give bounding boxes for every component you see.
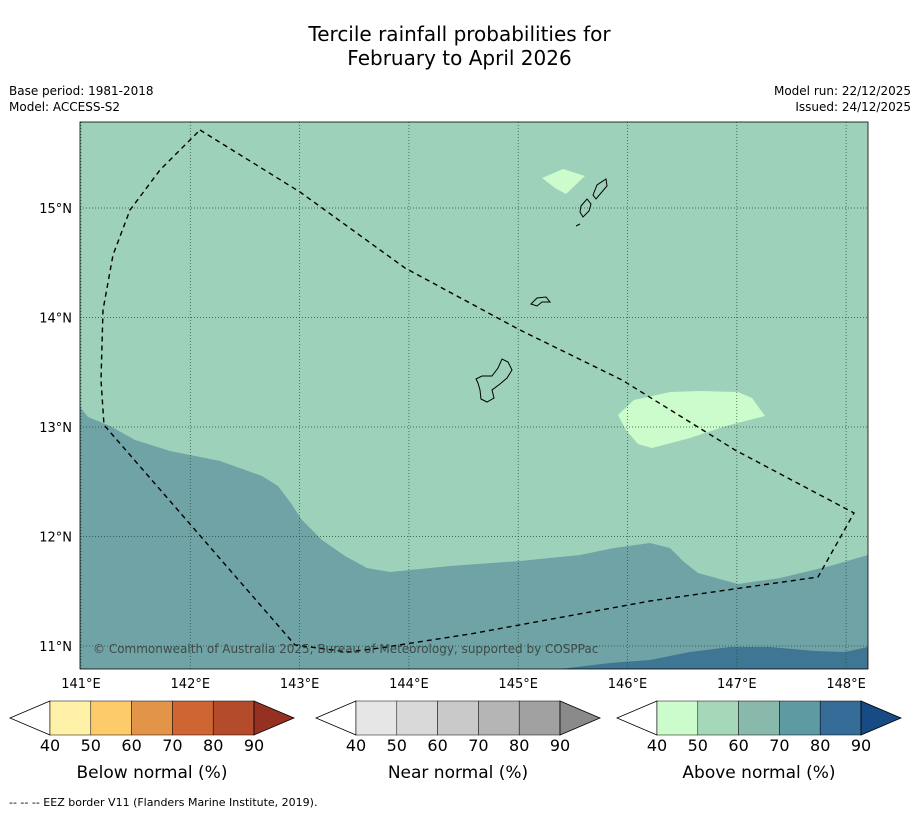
- colorbar-swatch: [172, 700, 214, 736]
- colorbar-swatch: [131, 700, 173, 736]
- colorbar-high-arrow: [559, 700, 602, 736]
- colorbar-swatch: [738, 700, 780, 736]
- eez-border: [100, 129, 855, 653]
- graticule: [80, 122, 868, 669]
- lon-tick-label: 147°E: [717, 677, 757, 692]
- colorbar-tick-label: 90: [244, 736, 264, 755]
- lat-tick-label: 14°N: [39, 312, 72, 327]
- above-normal-60-region: [80, 407, 868, 669]
- colorbar-tick-label: 40: [647, 736, 667, 755]
- model-run: Model run: 22/12/2025: [773, 84, 911, 98]
- lat-tick-label: 12°N: [39, 531, 72, 546]
- colorbar-tick-label: 80: [509, 736, 529, 755]
- island-guam: [475, 358, 513, 403]
- above-normal-70-region: [560, 647, 868, 669]
- above-normal-40-region-east: [618, 391, 765, 448]
- above-normal-40-region-north: [542, 169, 585, 194]
- colorbar-tick-label: 70: [468, 736, 488, 755]
- colorbar-low-arrow: [314, 700, 357, 736]
- eez-footnote: -- -- -- EEZ border V11 (Flanders Marine…: [9, 796, 318, 809]
- colorbar-1: 40 50 60 70 80 90 Below normal (%): [8, 700, 296, 783]
- colorbar-tick-label: 70: [162, 736, 182, 755]
- colorbar-tick-label: 50: [387, 736, 407, 755]
- colorbar-swatch: [697, 700, 739, 736]
- model-info: Base period: 1981-2018 Model: ACCESS-S2: [9, 83, 154, 115]
- colorbar-title: Near normal (%): [388, 763, 528, 783]
- colorbar-high-arrow: [253, 700, 296, 736]
- colorbar-tick-label: 80: [810, 736, 830, 755]
- lat-tick-label: 11°N: [39, 640, 72, 655]
- island-tinian: [579, 198, 592, 218]
- colorbar-swatch: [49, 700, 92, 736]
- colorbar-swatch: [656, 700, 699, 736]
- base-period: Base period: 1981-2018: [9, 84, 154, 98]
- colorbar-title: Above normal (%): [682, 763, 835, 783]
- run-info: Model run: 22/12/2025 Issued: 24/12/2025: [774, 83, 911, 115]
- colorbar-tick-label: 50: [81, 736, 101, 755]
- colorbar-tick-label: 40: [40, 736, 60, 755]
- colorbar-swatch: [355, 700, 398, 736]
- colorbar-tick-label: 60: [427, 736, 447, 755]
- model-name: Model: ACCESS-S2: [9, 100, 121, 114]
- lon-tick-label: 145°E: [498, 677, 538, 692]
- island-saipan: [592, 178, 608, 200]
- colorbar-swatch: [90, 700, 132, 736]
- colorbar-tick-label: 80: [203, 736, 223, 755]
- lon-tick-label: 146°E: [608, 677, 648, 692]
- colorbar-legends: 40 50 60 70 80 90 Below normal (%) 40 50 60 70 80 90…: [8, 700, 903, 783]
- map-frame: [79, 121, 869, 670]
- title-line-1: Tercile rainfall probabilities for: [308, 22, 611, 46]
- colorbar-title: Below normal (%): [77, 763, 228, 783]
- colorbar-3: 40 50 60 70 80 90 Above normal (%): [615, 700, 903, 783]
- colorbar-low-arrow: [615, 700, 658, 736]
- lat-tick-label: 13°N: [39, 421, 72, 436]
- lon-tick-label: 144°E: [389, 677, 429, 692]
- issued-date: Issued: 24/12/2025: [795, 100, 911, 114]
- islands: [475, 178, 608, 403]
- map-title: Tercile rainfall probabilities for Febru…: [0, 22, 919, 70]
- colorbar-swatch: [819, 700, 862, 736]
- colorbar-swatch: [437, 700, 479, 736]
- island-rota: [530, 296, 552, 307]
- colorbar-tick-label: 90: [851, 736, 871, 755]
- lon-tick-label: 143°E: [280, 677, 320, 692]
- colorbar-tick-label: 40: [346, 736, 366, 755]
- colorbar-tick-label: 70: [769, 736, 789, 755]
- copyright-note: © Commonwealth of Australia 2025, Bureau…: [93, 642, 598, 656]
- colorbar-swatch: [478, 700, 520, 736]
- colorbar-high-arrow: [860, 700, 903, 736]
- colorbar-low-arrow: [8, 700, 51, 736]
- lon-tick-label: 141°E: [61, 677, 101, 692]
- colorbar-tick-label: 50: [688, 736, 708, 755]
- lon-tick-label: 142°E: [171, 677, 211, 692]
- colorbar-2: 40 50 60 70 80 90 Near normal (%): [314, 700, 602, 783]
- colorbar-swatch: [396, 700, 438, 736]
- colorbar-tick-label: 60: [121, 736, 141, 755]
- lat-tick-label: 15°N: [39, 202, 72, 217]
- colorbar-tick-label: 90: [550, 736, 570, 755]
- axis-labels: 141°E 142°E 143°E 144°E 145°E 146°E 147°E 148°E…: [39, 202, 866, 692]
- rainfall-map: © Commonwealth of Australia 2025, Bureau…: [8, 121, 903, 783]
- lon-tick-label: 148°E: [826, 677, 866, 692]
- colorbar-tick-label: 60: [728, 736, 748, 755]
- colorbar-swatch: [212, 700, 255, 736]
- colorbar-swatch: [518, 700, 561, 736]
- title-line-2: February to April 2026: [347, 46, 572, 70]
- island-aguijan: [575, 223, 581, 227]
- colorbar-swatch: [779, 700, 821, 736]
- map-plot-area: [80, 122, 868, 669]
